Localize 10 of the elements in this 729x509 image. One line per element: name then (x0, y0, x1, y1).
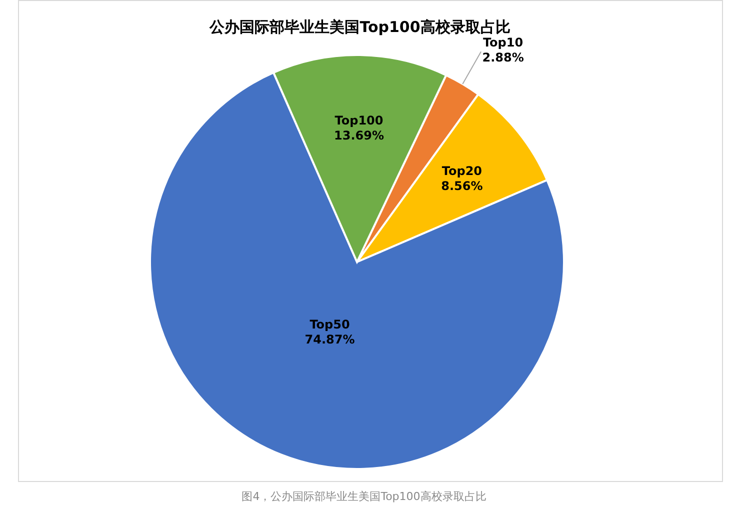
slice-label: Top10 (482, 36, 524, 50)
slice-label: Top50 (310, 317, 350, 332)
slice-label: Top20 (442, 164, 482, 178)
slice-label: Top100 (334, 113, 384, 128)
chart-title: 公办国际部毕业生美国Top100高校录取占比 (208, 18, 510, 36)
data-label: 8.56% (441, 178, 483, 193)
caption: 图4，公办国际部毕业生美国Top100高校录取占比 (242, 490, 486, 503)
data-label: 2.88% (482, 50, 524, 65)
data-label: 74.87% (304, 332, 355, 346)
data-label: 13.69% (334, 128, 384, 142)
